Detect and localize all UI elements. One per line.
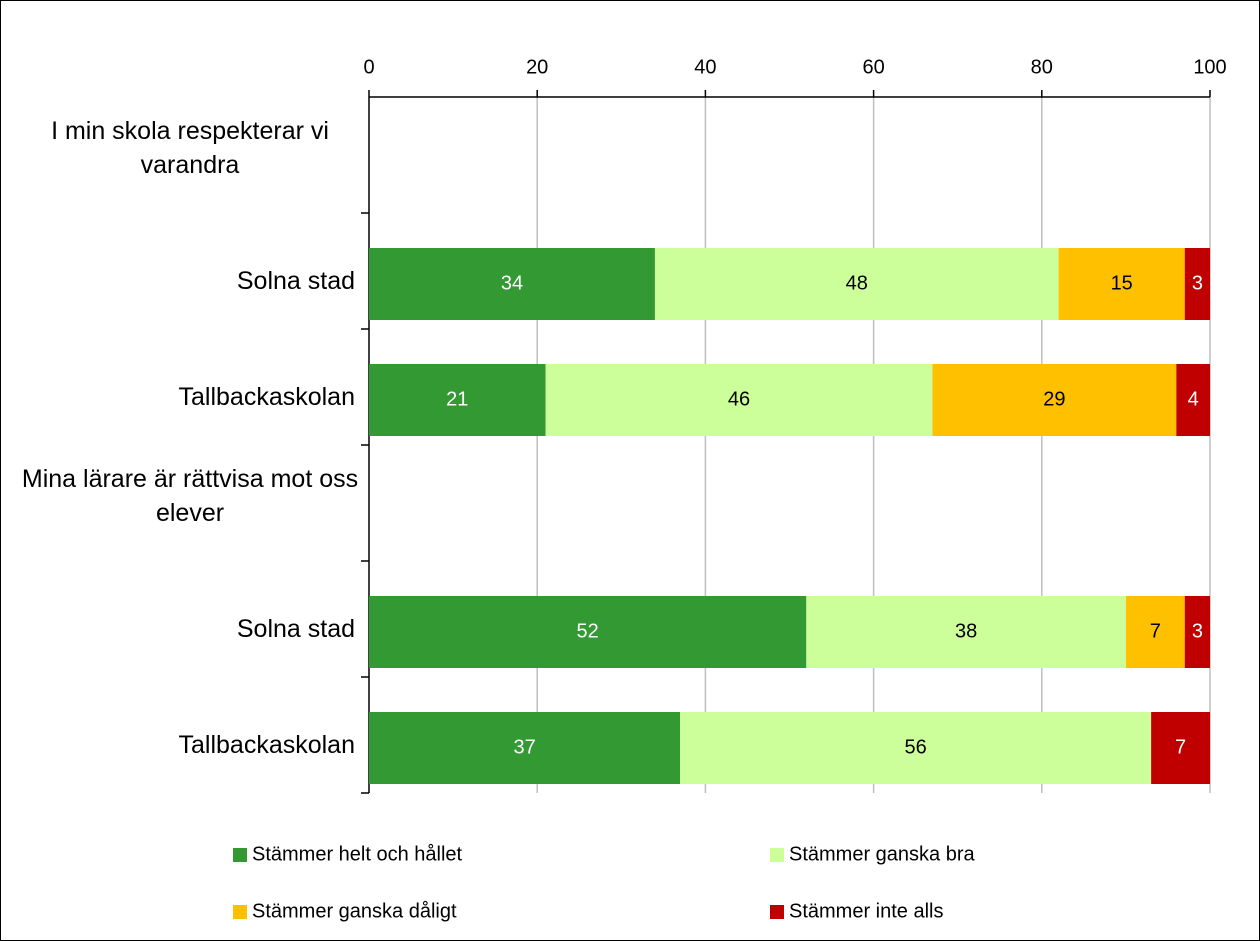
legend-swatch [233,848,247,862]
data-label: 34 [501,272,523,294]
data-label: 15 [1111,272,1133,294]
x-tick-label: 0 [363,56,374,78]
x-tick-label: 40 [694,56,716,78]
legend-swatch [770,848,784,862]
legend-label: Stämmer helt och hållet [252,843,463,865]
data-label: 56 [905,736,927,758]
bar-segment [369,364,546,436]
x-tick-label: 100 [1193,56,1226,78]
bar-segment [1184,248,1210,320]
data-label: 38 [955,620,977,642]
data-label: 3 [1192,272,1203,294]
bar-segment [1176,364,1210,436]
x-tick-label: 20 [526,56,548,78]
group-label: Mina lärare är rättvisa mot oss elever [21,465,359,527]
legend-label: Stämmer ganska dåligt [252,900,457,922]
bar-segment [806,596,1126,668]
y-tick-label: Tallbackaskolan [178,383,356,411]
bar-segment [1058,248,1185,320]
bar-segment [1125,596,1185,668]
bar-segment [369,596,807,668]
bar-segment [545,364,933,436]
bar-segment [680,712,1152,784]
y-tick-label: Tallbackaskolan [178,731,356,759]
legend-swatch [770,905,784,919]
y-tick-label: Solna stad [236,615,355,643]
bar-segment [369,248,655,320]
legend-swatch [233,905,247,919]
bar-segment [654,248,1059,320]
bar-segment [1184,596,1210,668]
data-label: 3 [1192,620,1203,642]
data-label: 7 [1175,736,1186,758]
y-tick-label: Solna stad [236,267,355,295]
data-label: 37 [513,736,535,758]
group-label: I min skola respekterar vi varandra [51,117,329,179]
data-label: 48 [846,272,868,294]
data-label: 21 [446,388,468,410]
data-label: 46 [728,388,750,410]
bar-segment [1151,712,1210,784]
bar-segment [932,364,1177,436]
data-label: 4 [1188,388,1199,410]
data-label: 52 [577,620,599,642]
legend-label: Stämmer ganska bra [789,843,976,865]
bar-segment [369,712,681,784]
legend-label: Stämmer inte alls [789,900,944,922]
x-tick-label: 60 [862,56,884,78]
x-tick-label: 80 [1031,56,1053,78]
data-label: 29 [1043,388,1065,410]
data-label: 7 [1150,620,1161,642]
